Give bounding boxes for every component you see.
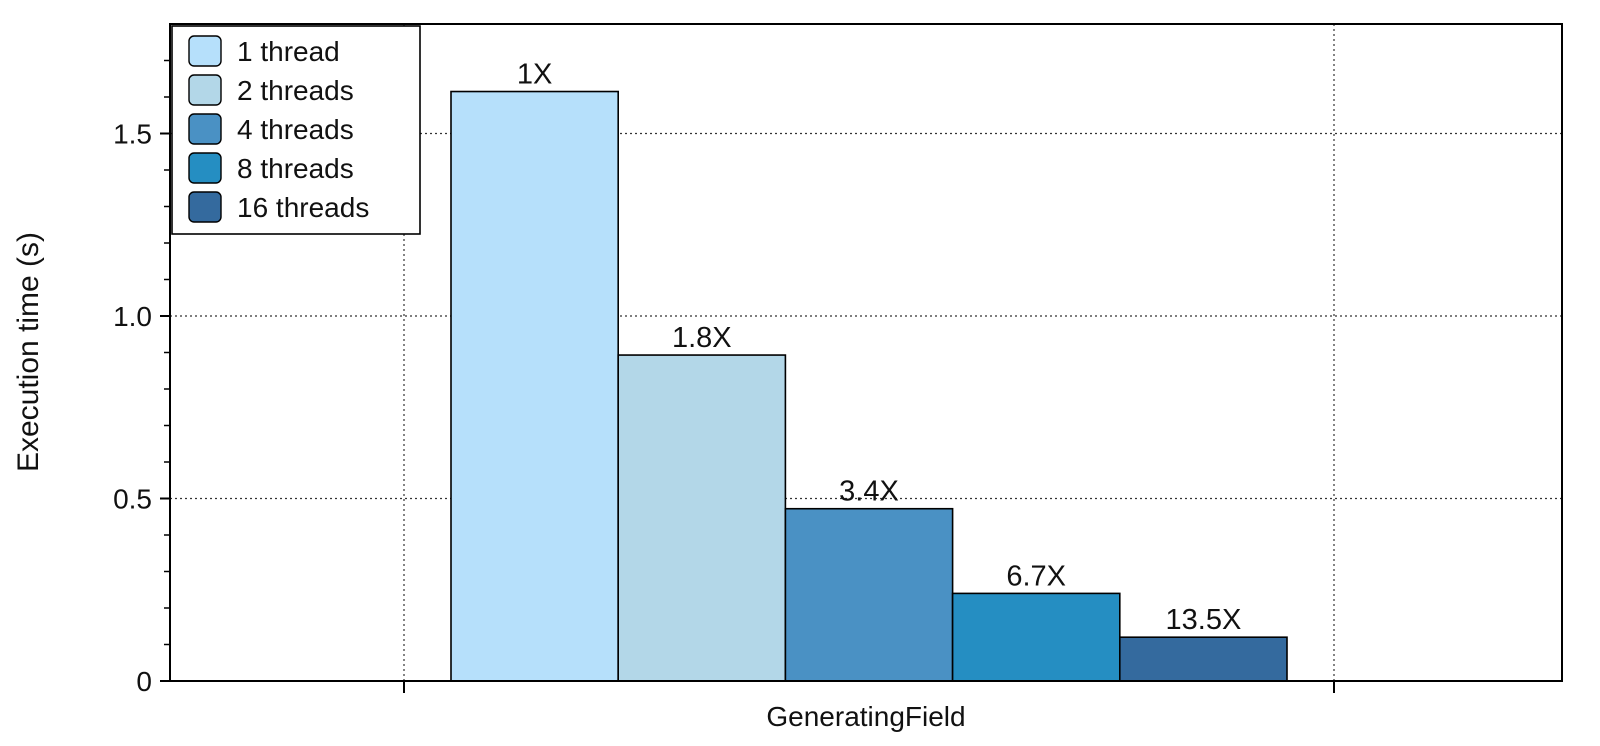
x-tick-label: GeneratingField bbox=[766, 701, 965, 732]
legend-label: 2 threads bbox=[237, 75, 354, 106]
legend-swatch bbox=[188, 152, 222, 184]
bar-speedup-label: 1X bbox=[517, 59, 552, 91]
y-axis-title: Execution time (s) bbox=[12, 232, 45, 472]
x-axis: GeneratingField bbox=[403, 681, 1335, 732]
legend-label: 1 thread bbox=[237, 36, 340, 67]
y-tick-label: 1.0 bbox=[113, 301, 152, 332]
bar-2-threads bbox=[617, 354, 787, 682]
y-axis: 0 0.5 1.0 1.5 bbox=[113, 59, 170, 697]
legend-swatch bbox=[188, 191, 222, 223]
bar-speedup-label: 13.5X bbox=[1166, 604, 1242, 636]
bars bbox=[450, 90, 1288, 682]
bar-speedup-label: 1.8X bbox=[672, 322, 732, 354]
legend-swatch bbox=[188, 35, 222, 67]
bar-speedup-label: 6.7X bbox=[1006, 560, 1066, 592]
y-tick-label: 0 bbox=[136, 666, 152, 697]
bar-8-threads bbox=[951, 592, 1121, 682]
bar-labels: 1X 1.8X 3.4X 6.7X 13.5X bbox=[517, 59, 1241, 637]
legend-label: 16 threads bbox=[237, 192, 369, 223]
bar-1-thread bbox=[450, 90, 619, 682]
legend-swatch bbox=[188, 113, 222, 145]
legend-swatch bbox=[188, 74, 222, 106]
bar-4-threads bbox=[784, 507, 954, 682]
bar-16-threads bbox=[1119, 636, 1288, 682]
y-tick-label: 1.5 bbox=[113, 119, 152, 150]
bar-speedup-label: 3.4X bbox=[839, 476, 899, 508]
legend-label: 8 threads bbox=[237, 153, 354, 184]
legend: 1 thread 2 threads 4 threads 8 threads 16 th… bbox=[171, 25, 421, 235]
legend-label: 4 threads bbox=[237, 114, 354, 145]
y-tick-label: 0.5 bbox=[113, 484, 152, 515]
